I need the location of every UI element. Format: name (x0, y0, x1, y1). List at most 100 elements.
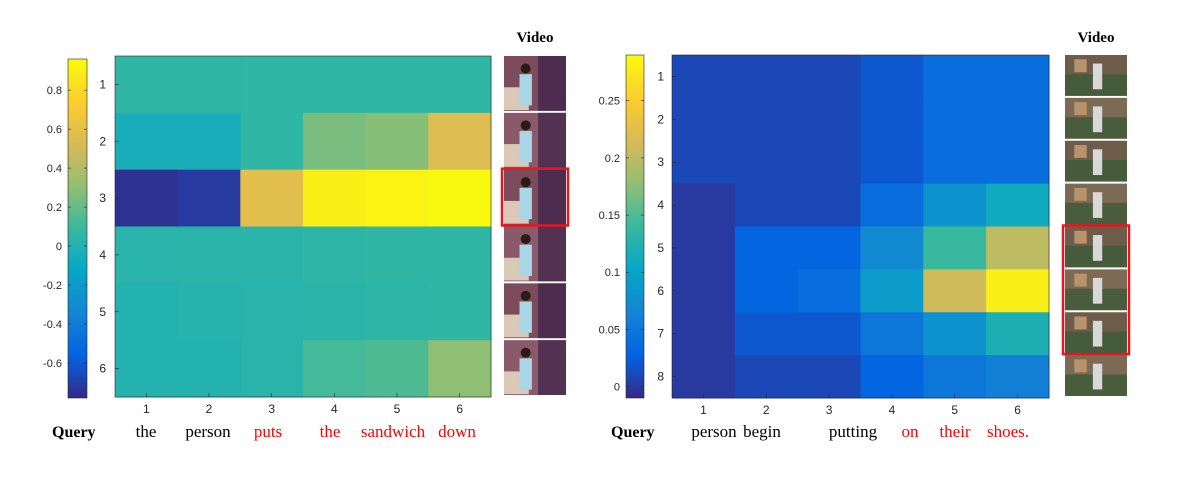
query-word: their (939, 422, 970, 441)
query-word: the (320, 422, 341, 441)
person-body (1092, 235, 1103, 261)
heatmap-cell-r5-c1 (115, 283, 179, 341)
heatmap-cell-r7-c3 (797, 312, 861, 356)
highlighted-frames-box (500, 167, 570, 227)
heatmap-cell-r4-c5 (365, 226, 429, 284)
panel-right: 0.25 0.2 0.15 0.1 0.05 0 1 2 3 4 5 6 7 8 1 2 3 4 5 6 Video Qu… (599, 30, 1131, 441)
heatmap-cell-r1-c1 (672, 55, 736, 99)
heatmap-cell-r1-c2 (177, 56, 241, 114)
video-frame-6 (1065, 269, 1127, 311)
heatmap-cell-r6-c4 (860, 269, 924, 313)
col-tick-label: 5 (951, 403, 958, 417)
person-body (519, 131, 532, 163)
heatmap-cell-r5-c6 (986, 226, 1050, 270)
video-frame-5 (504, 283, 566, 339)
person-head (520, 177, 531, 188)
col-tick-label: 1 (700, 403, 707, 417)
heatmap-cell-r2-c5 (365, 112, 429, 171)
heatmap-cell-r1-c6 (428, 56, 492, 114)
row-tick-label: 4 (657, 198, 664, 212)
query-word: person (185, 422, 231, 441)
heatmap-cell-r8-c4 (860, 355, 924, 399)
col-tick-label: 1 (143, 402, 150, 416)
colorbar-tick-label: 0.2 (605, 153, 620, 165)
heatmap-cell-r8-c3 (797, 355, 861, 399)
frame-door (538, 169, 566, 225)
row-tick-label: 1 (657, 69, 664, 83)
frame-door (538, 226, 566, 282)
person-body (1092, 106, 1103, 133)
heatmap-cell-r5-c2 (177, 283, 241, 341)
heatmap-cell-r4-c2 (177, 226, 241, 284)
heatmap-cell-r3-c2 (734, 140, 799, 185)
heatmap-cell-r3-c5 (365, 169, 429, 227)
query-word: person (691, 422, 737, 441)
colorbar-tick-label: -0.6 (43, 358, 62, 370)
heatmap-cell-r2-c1 (672, 97, 736, 142)
frame-door (538, 283, 566, 339)
video-strip (1065, 55, 1127, 396)
video-frame-4 (504, 226, 566, 282)
col-tick-label: 6 (456, 402, 463, 416)
heatmap-cell-r1-c1 (115, 56, 179, 114)
col-tick-label: 6 (1014, 403, 1021, 417)
heatmap-cell-r5-c4 (303, 283, 367, 341)
heatmap-cell-r2-c3 (797, 97, 861, 142)
heatmap-cell-r1-c5 (923, 55, 987, 99)
heatmap-cell-r5-c4 (860, 226, 924, 270)
panel-left: 0.8 0.6 0.4 0.2 0 -0.2 -0.4 -0.6 1 2 3 4 5 6 1 2 3 4 5 6 Vid… (43, 30, 570, 441)
video-frame-1 (504, 56, 566, 111)
heatmap-cell-r5-c2 (734, 226, 799, 270)
query-word: begin (743, 422, 781, 441)
person-head (520, 120, 531, 131)
colorbar-tick-label: 0 (56, 241, 62, 253)
query-word: sandwich (361, 422, 426, 441)
query-label: Query (611, 424, 655, 441)
heatmap-cell-r4-c3 (797, 183, 861, 227)
heatmap-cell-r2-c4 (860, 97, 924, 142)
col-tick-label: 5 (394, 402, 401, 416)
heatmap-cell-r1-c4 (303, 56, 367, 114)
heatmap-cell-r6-c6 (986, 269, 1050, 313)
frame-object (1074, 273, 1087, 287)
heatmap-cell-r2-c2 (177, 112, 241, 171)
heatmap-frame (114, 55, 492, 398)
person-body (519, 301, 532, 333)
heatmap-cell-r1-c3 (240, 56, 304, 114)
heatmap-cell-r3-c5 (923, 140, 987, 185)
heatmap-cell-r3-c1 (672, 140, 736, 185)
video-strip (504, 56, 566, 395)
heatmap-cell-r3-c4 (860, 140, 924, 185)
heatmap-cell-r1-c2 (734, 55, 799, 99)
row-tick-label: 3 (99, 191, 106, 205)
row-tick-label: 6 (99, 362, 106, 376)
person-head (520, 234, 531, 245)
heatmap-cell-r3-c3 (240, 169, 304, 227)
heatmap-cell-r2-c6 (428, 112, 492, 171)
colorbar-tick-label: 0.15 (599, 210, 620, 222)
heatmap-cell-r5-c3 (240, 283, 304, 341)
frame-object (1074, 102, 1087, 116)
video-frame-8 (1065, 355, 1127, 396)
frame-object (1074, 187, 1087, 201)
heatmap-cell-r1-c4 (860, 55, 924, 99)
heatmap-cell-r2-c2 (734, 97, 799, 142)
row-tick-label: 2 (99, 134, 106, 148)
row-tick-label: 2 (657, 112, 664, 126)
heatmap-cell-r5-c6 (428, 283, 492, 341)
row-tick-label: 6 (657, 284, 664, 298)
person-body (519, 244, 532, 276)
heatmap-cell-r5-c1 (672, 226, 736, 270)
heatmap-cell-r2-c3 (240, 112, 304, 171)
heatmap-cell-r2-c4 (303, 112, 367, 171)
col-tick-label: 4 (331, 402, 338, 416)
colorbar-tick-label: 0 (614, 382, 620, 394)
person-body (519, 358, 532, 390)
query-word: puts (254, 422, 282, 441)
heatmap-cell-r3-c1 (115, 169, 179, 227)
row-tick-label: 5 (99, 305, 106, 319)
frame-door (538, 112, 566, 168)
frame-object (1074, 145, 1087, 158)
heatmap-cell-r4-c4 (860, 183, 924, 227)
